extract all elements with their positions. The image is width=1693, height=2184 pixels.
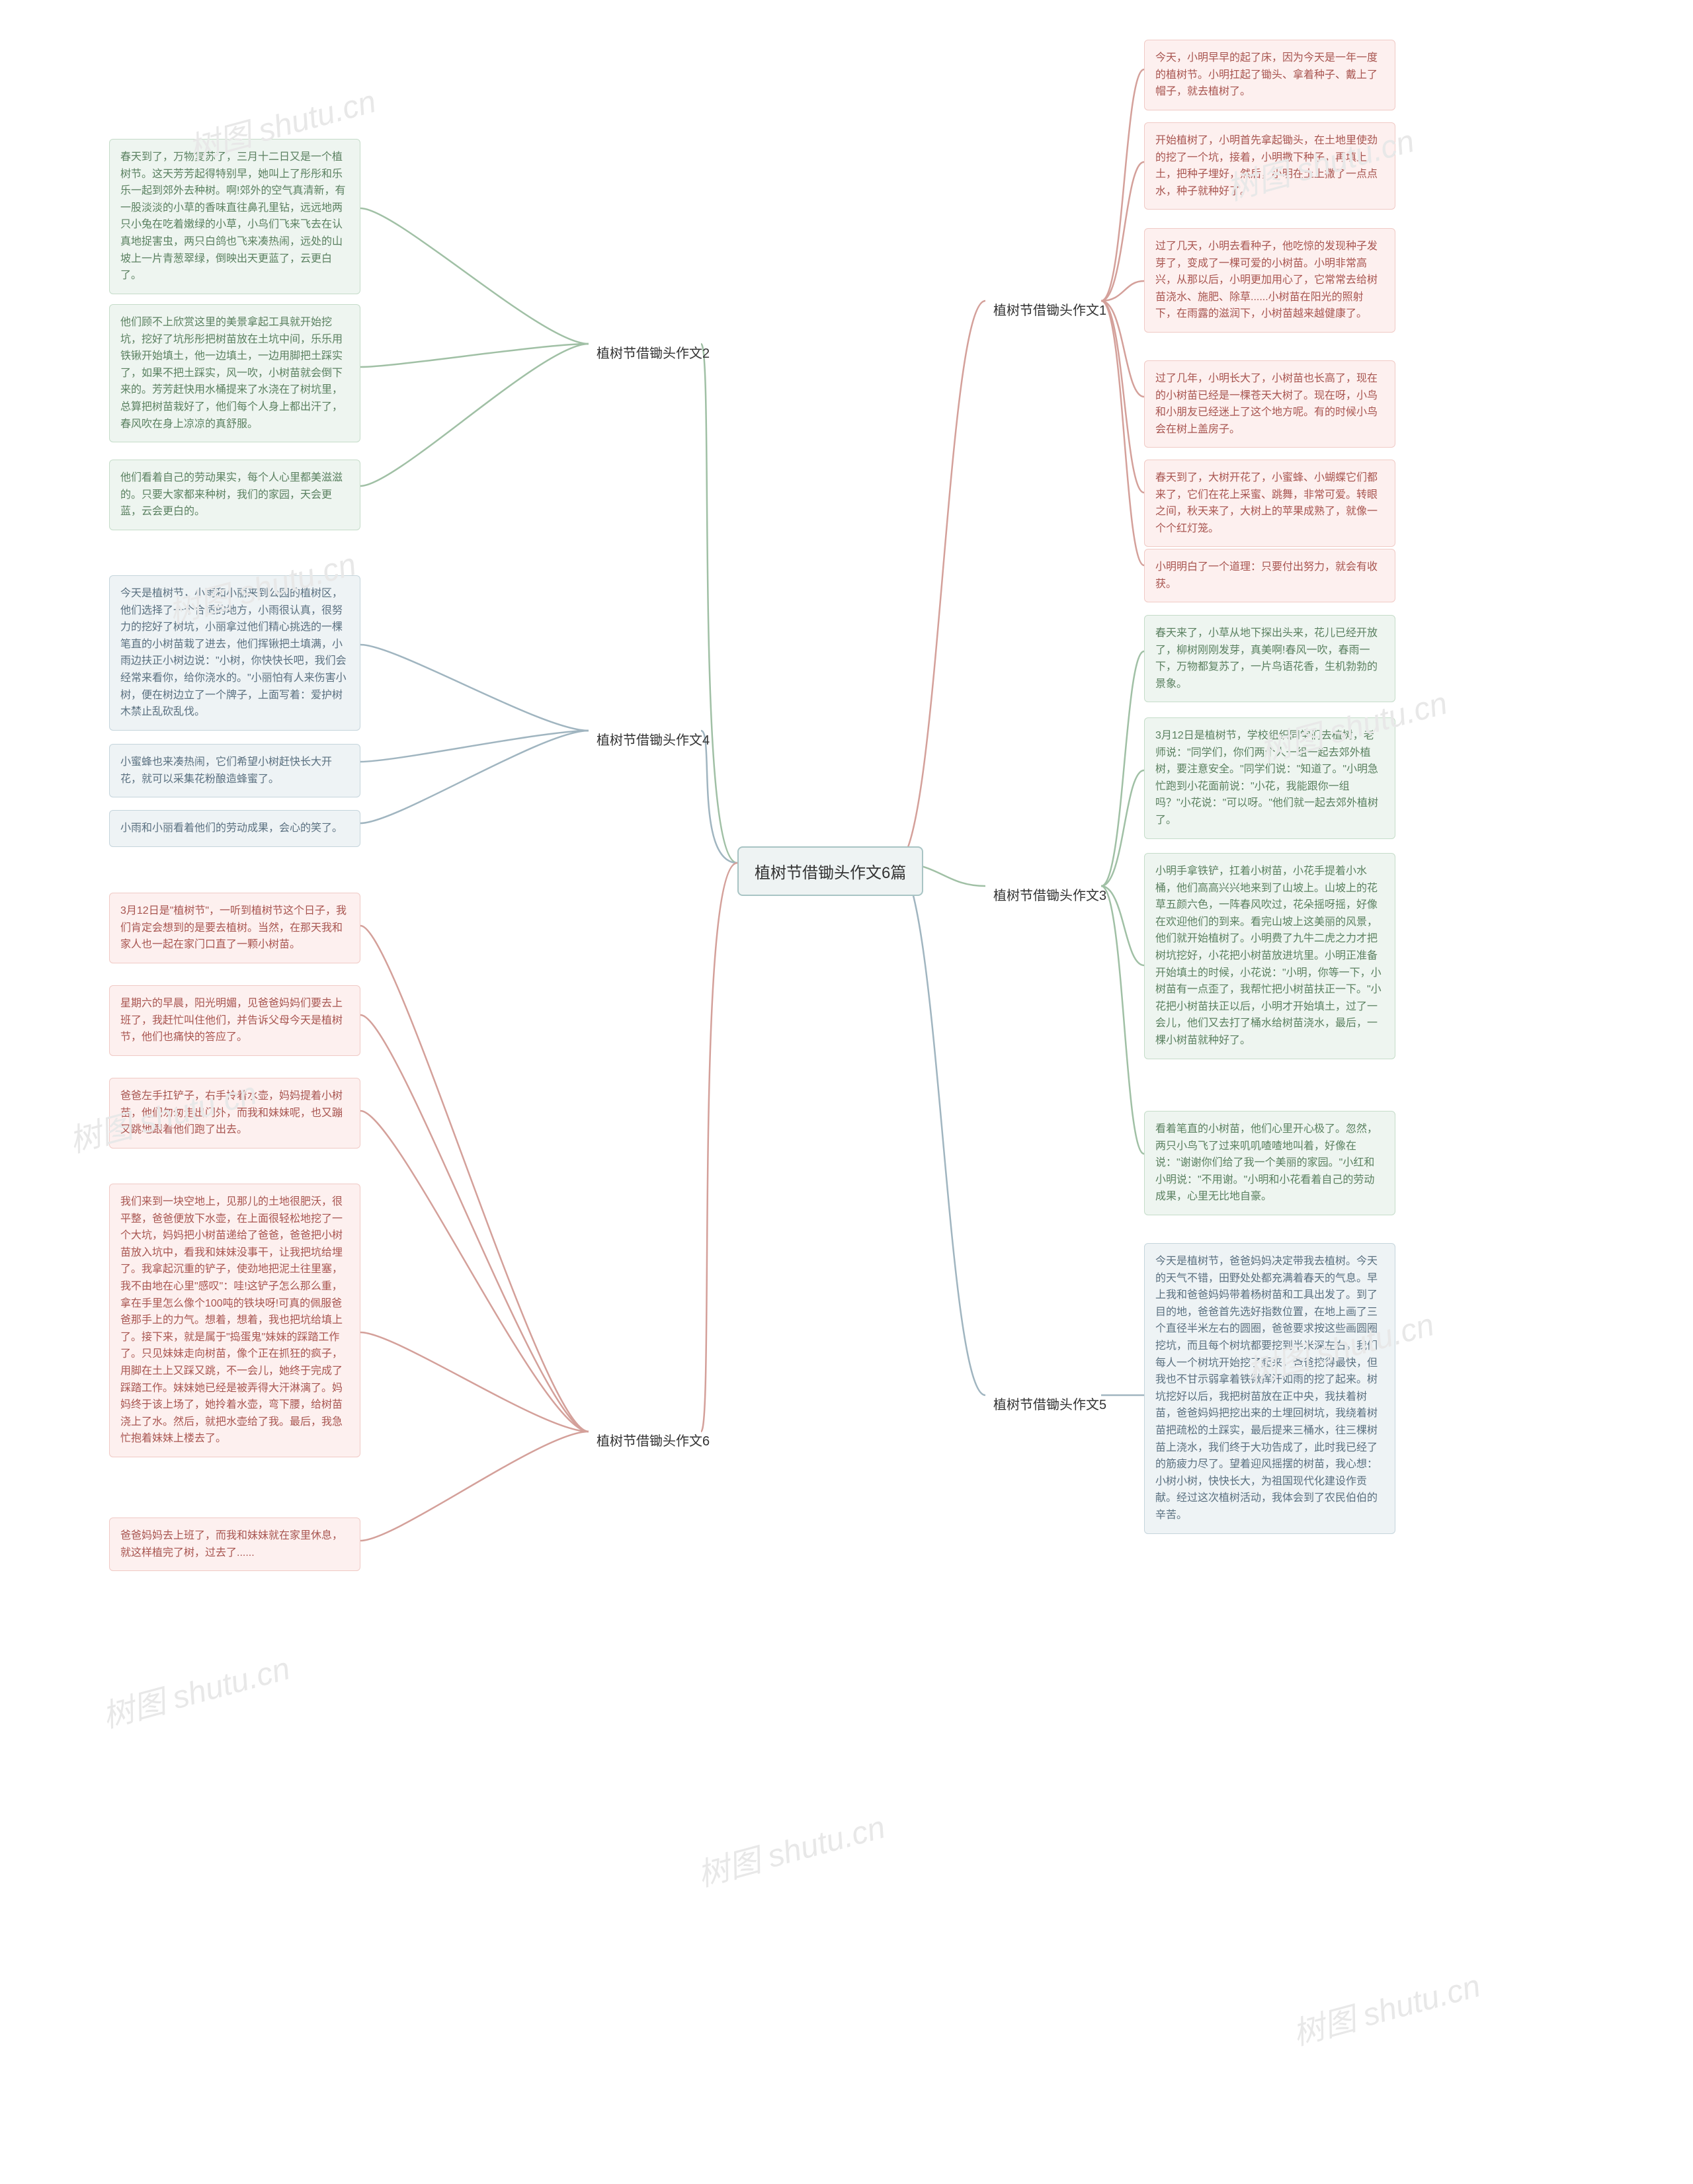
branch-label-b5: 植树节借锄头作文5 bbox=[985, 1389, 1114, 1418]
content-box-b4-2: 小雨和小丽看着他们的劳动成果，会心的笑了。 bbox=[109, 810, 360, 847]
content-box-b1-3: 过了几年，小明长大了，小树苗也长高了，现在的小树苗已经是一棵苍天大树了。现在呀，… bbox=[1144, 360, 1395, 448]
watermark-8: 树图 shutu.cn bbox=[1287, 1960, 1485, 2054]
content-box-b4-0: 今天是植树节，小雨和小丽来到公园的植树区，他们选择了一个合适的地方，小雨很认真，… bbox=[109, 575, 360, 731]
content-box-b1-1: 开始植树了，小明首先拿起锄头，在土地里使劲的挖了一个坑，接着，小明撒下种子，再填… bbox=[1144, 122, 1395, 210]
watermark-7: 树图 shutu.cn bbox=[692, 1801, 889, 1896]
content-box-b3-3: 看着笔直的小树苗，他们心里开心极了。忽然，两只小鸟飞了过来叽叽喳喳地叫着，好像在… bbox=[1144, 1111, 1395, 1215]
content-box-b1-4: 春天到了，大树开花了，小蜜蜂、小蝴蝶它们都来了，它们在花上采蜜、跳舞，非常可爱。… bbox=[1144, 460, 1395, 547]
content-box-b2-2: 他们看着自己的劳动果实，每个人心里都美滋滋的。只要大家都来种树，我们的家园，天会… bbox=[109, 460, 360, 530]
branch-label-b1: 植树节借锄头作文1 bbox=[985, 294, 1114, 324]
content-box-b6-2: 爸爸左手扛铲子，右手拎着水壶，妈妈提着小树苗，他们匆匆走出门外，而我和妹妹呢，也… bbox=[109, 1078, 360, 1149]
content-box-b5-0: 今天是植树节，爸爸妈妈决定带我去植树。今天的天气不错，田野处处都充满着春天的气息… bbox=[1144, 1243, 1395, 1534]
content-box-b6-0: 3月12日是"植树节"，一听到植树节这个日子，我们肯定会想到的是要去植树。当然，… bbox=[109, 893, 360, 963]
content-box-b4-1: 小蜜蜂也来凑热闹，它们希望小树赶快长大开花，就可以采集花粉酿造蜂蜜了。 bbox=[109, 744, 360, 797]
branch-label-b6: 植树节借锄头作文6 bbox=[589, 1425, 718, 1455]
content-box-b2-0: 春天到了，万物复苏了，三月十二日又是一个植树节。这天芳芳起得特别早，她叫上了彤彤… bbox=[109, 139, 360, 294]
content-box-b6-3: 我们来到一块空地上，见那儿的土地很肥沃，很平整，爸爸便放下水壶，在上面很轻松地挖… bbox=[109, 1184, 360, 1457]
content-box-b1-2: 过了几天，小明去看种子，他吃惊的发现种子发芽了，变成了一棵可爱的小树苗。小明非常… bbox=[1144, 228, 1395, 333]
content-box-b1-5: 小明明白了一个道理：只要付出努力，就会有收获。 bbox=[1144, 549, 1395, 602]
center-title: 植树节借锄头作文6篇 bbox=[755, 864, 906, 882]
branch-label-b4: 植树节借锄头作文4 bbox=[589, 724, 718, 754]
content-box-b6-4: 爸爸妈妈去上班了，而我和妹妹就在家里休息，就这样植完了树，过去了...... bbox=[109, 1517, 360, 1571]
center-node: 植树节借锄头作文6篇 bbox=[737, 846, 923, 896]
mindmap-container: 植树节借锄头作文6篇 植树节借锄头作文1 今天，小明早早的起了床，因为今天是一年一… bbox=[0, 0, 1693, 2184]
content-box-b3-0: 春天来了，小草从地下探出头来，花儿已经开放了，柳树刚刚发芽，真美啊!春风一吹，春… bbox=[1144, 615, 1395, 702]
branch-label-b3: 植树节借锄头作文3 bbox=[985, 879, 1114, 909]
content-box-b1-0: 今天，小明早早的起了床，因为今天是一年一度的植树节。小明扛起了锄头、拿着种子、戴… bbox=[1144, 40, 1395, 110]
content-box-b2-1: 他们顾不上欣赏这里的美景拿起工具就开始挖坑，挖好了坑彤彤把树苗放在土坑中间，乐乐… bbox=[109, 304, 360, 442]
content-box-b6-1: 星期六的早晨，阳光明媚，见爸爸妈妈们要去上班了，我赶忙叫住他们，并告诉父母今天是… bbox=[109, 985, 360, 1056]
watermark-6: 树图 shutu.cn bbox=[97, 1642, 294, 1737]
branch-label-b2: 植树节借锄头作文2 bbox=[589, 337, 718, 367]
content-box-b3-1: 3月12日是植树节，学校组织同学们去植树，老师说："同学们，你们两个人一组一起去… bbox=[1144, 717, 1395, 839]
content-box-b3-2: 小明手拿铁铲，扛着小树苗，小花手提着小水桶，他们高高兴兴地来到了山坡上。山坡上的… bbox=[1144, 853, 1395, 1059]
